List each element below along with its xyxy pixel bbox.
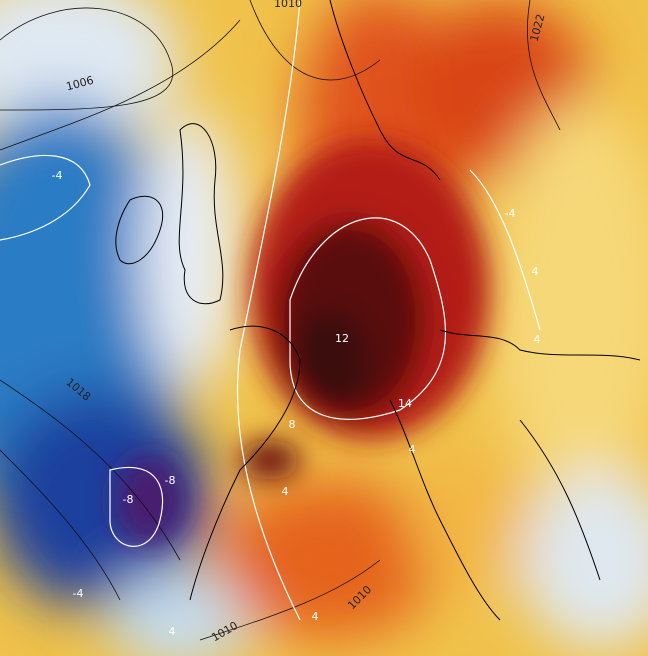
anomaly-label: -4 xyxy=(73,587,84,600)
anomaly-label: -4 xyxy=(52,169,63,182)
anomaly-label: 12 xyxy=(335,332,349,345)
anomaly-label: 8 xyxy=(289,418,296,431)
anomaly-label: 14 xyxy=(398,397,412,410)
anomaly-label: -4 xyxy=(505,207,516,220)
isobar-label: 1010 xyxy=(274,0,302,10)
anomaly-label: 4 xyxy=(532,265,539,278)
anomaly-labels: -4 -4 4 4 12 8 14 4 -8 -8 4 -4 4 4 xyxy=(52,169,541,638)
coastlines xyxy=(115,0,641,621)
anomaly-label: 4 xyxy=(169,625,176,638)
anomaly-label: 4 xyxy=(312,610,319,623)
anomaly-label: -8 xyxy=(165,474,176,487)
anomaly-contours xyxy=(0,0,541,621)
anomaly-label: 4 xyxy=(534,333,541,346)
anomaly-label: 4 xyxy=(282,485,289,498)
anomaly-label: 4 xyxy=(409,443,416,456)
anomaly-label: -8 xyxy=(123,493,134,506)
